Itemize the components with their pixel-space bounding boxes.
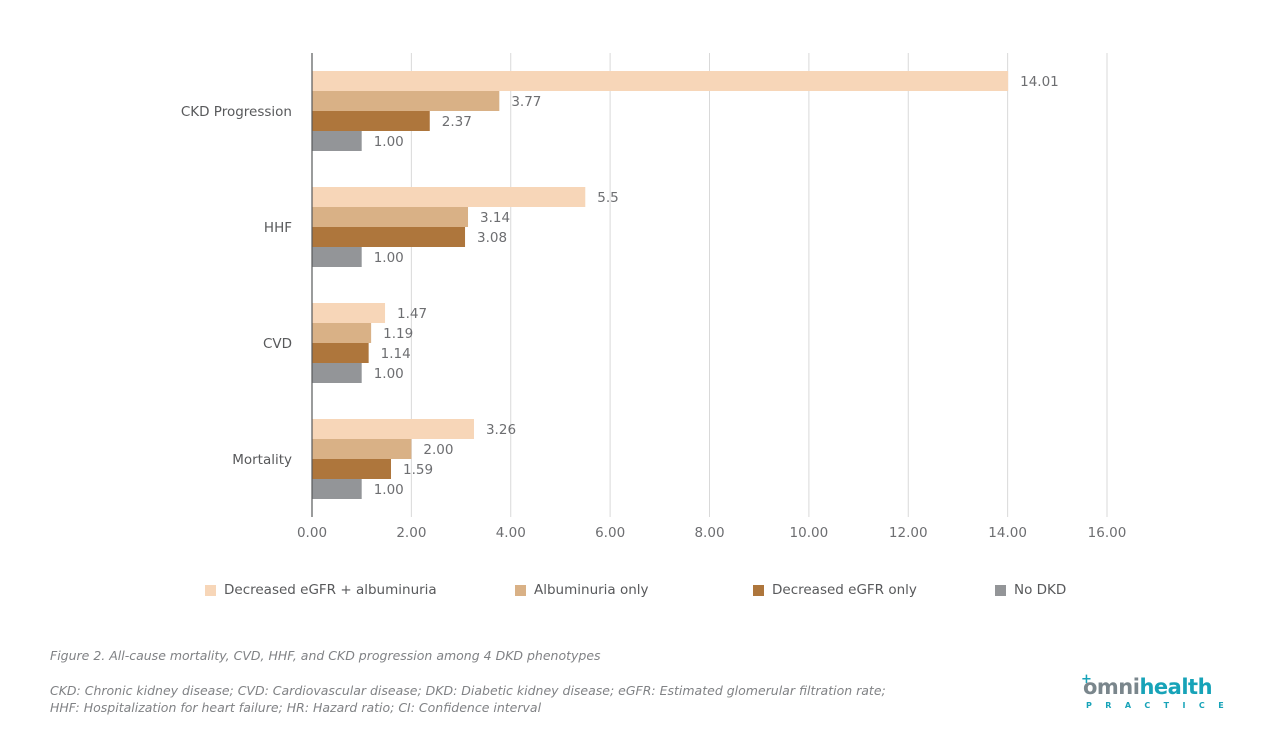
value-labels: 14.01 3.77 2.37 1.00 5.5 3.14 3.08 1.00 1.47 1.19… xyxy=(374,74,1059,498)
x-tick-label: 2.00 xyxy=(396,525,426,541)
legend-label: Decreased eGFR + albuminuria xyxy=(224,582,437,598)
legend-swatch xyxy=(753,584,764,596)
bar xyxy=(312,479,362,499)
category-label: CKD Progression xyxy=(181,104,292,120)
bar xyxy=(312,363,362,383)
data-label: 1.14 xyxy=(381,346,411,362)
notes-line-1: CKD: Chronic kidney disease; CVD: Cardio… xyxy=(50,683,886,698)
legend-item: Albuminuria only xyxy=(515,582,649,598)
logo-plus-icon: + xyxy=(1081,672,1092,687)
legend-label: Decreased eGFR only xyxy=(772,582,917,598)
legend-label: Albuminuria only xyxy=(534,582,649,598)
data-label: 3.08 xyxy=(477,230,507,246)
data-label: 2.00 xyxy=(423,442,453,458)
data-label: 1.00 xyxy=(374,482,404,498)
category-labels: CKD Progression HHF CVD Mortality xyxy=(181,104,292,468)
data-label: 1.00 xyxy=(374,366,404,382)
gridlines xyxy=(410,53,1108,517)
abbreviation-notes: CKD: Chronic kidney disease; CVD: Cardio… xyxy=(50,682,886,716)
x-tick-label: 16.00 xyxy=(1088,525,1127,541)
bar-chart: 14.01 3.77 2.37 1.00 5.5 3.14 3.08 1.00 1.47 1.19… xyxy=(181,53,1126,541)
figure-caption: Figure 2. All-cause mortality, CVD, HHF,… xyxy=(50,648,601,663)
legend-label: No DKD xyxy=(1014,582,1067,598)
logo-health: health xyxy=(1139,675,1213,699)
data-label: 1.59 xyxy=(403,462,433,478)
data-label: 2.37 xyxy=(442,114,472,130)
x-tick-label: 14.00 xyxy=(988,525,1027,541)
category-label: HHF xyxy=(264,220,292,236)
data-label: 14.01 xyxy=(1020,74,1059,90)
data-label: 1.47 xyxy=(397,306,427,322)
data-label: 3.26 xyxy=(486,422,516,438)
x-tick-labels: 0.00 2.00 4.00 6.00 8.00 10.00 12.00 14.00 16.00 xyxy=(297,525,1126,541)
bar xyxy=(312,111,430,131)
data-label: 5.5 xyxy=(597,190,618,206)
logo-omni: omni xyxy=(1083,675,1140,699)
bar xyxy=(312,439,412,459)
x-tick-label: 12.00 xyxy=(889,525,928,541)
data-label: 1.19 xyxy=(383,326,413,342)
notes-line-2: HHF: Hospitalization for heart failure; … xyxy=(50,700,542,715)
bar xyxy=(312,419,474,439)
legend-item: No DKD xyxy=(995,582,1066,598)
x-tick-label: 6.00 xyxy=(595,525,625,541)
bar xyxy=(312,247,362,267)
legend: Decreased eGFR + albuminuria Albuminuria … xyxy=(0,582,1266,602)
bar xyxy=(312,459,392,479)
bar xyxy=(312,303,386,323)
bar xyxy=(312,71,1009,91)
legend-swatch xyxy=(515,584,526,596)
bar xyxy=(312,227,466,247)
legend-item: Decreased eGFR + albuminuria xyxy=(205,582,437,598)
legend-swatch xyxy=(995,584,1006,596)
bar xyxy=(312,207,469,227)
data-label: 1.00 xyxy=(374,250,404,266)
category-label: Mortality xyxy=(232,452,292,468)
legend-item: Decreased eGFR only xyxy=(753,582,917,598)
x-tick-label: 0.00 xyxy=(297,525,327,541)
bars xyxy=(312,71,1009,499)
logo-subtitle: PRACTICE xyxy=(1086,701,1238,710)
x-tick-label: 4.00 xyxy=(496,525,526,541)
x-tick-label: 10.00 xyxy=(790,525,829,541)
bar xyxy=(312,323,372,343)
logo-wordmark: omnihealth xyxy=(1083,675,1213,699)
legend-swatch xyxy=(205,584,216,596)
data-label: 3.77 xyxy=(511,94,541,110)
bar xyxy=(312,131,362,151)
bar xyxy=(312,343,369,363)
bar xyxy=(312,91,500,111)
data-label: 3.14 xyxy=(480,210,510,226)
category-label: CVD xyxy=(263,336,292,352)
data-label: 1.00 xyxy=(374,134,404,150)
omnihealth-logo: + omnihealth PRACTICE xyxy=(1081,672,1224,716)
x-tick-label: 8.00 xyxy=(694,525,724,541)
bar xyxy=(312,187,586,207)
